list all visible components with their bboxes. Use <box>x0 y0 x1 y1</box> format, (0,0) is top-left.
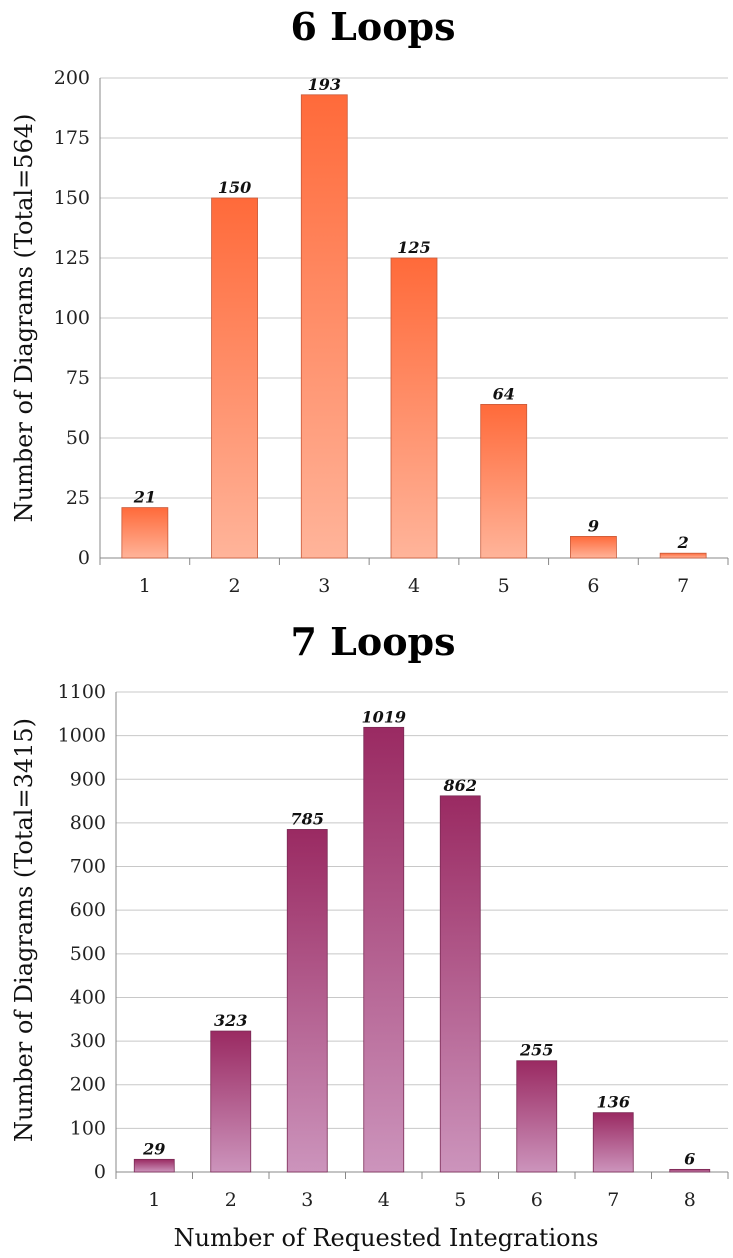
y-tick-label: 400 <box>70 986 106 1008</box>
bar <box>439 795 481 1173</box>
bar <box>592 1112 634 1173</box>
data-label: 862 <box>443 776 477 795</box>
bar <box>121 507 169 559</box>
bar <box>300 94 348 559</box>
y-tick-label: 175 <box>54 127 90 149</box>
chart-title: 6 Loops <box>290 4 455 49</box>
y-tick-label: 1000 <box>58 725 106 747</box>
y-tick-label: 50 <box>66 427 90 449</box>
data-label: 6 <box>684 1149 695 1168</box>
y-tick-label: 0 <box>94 1161 106 1183</box>
y-tick-label: 300 <box>70 1030 106 1052</box>
y-tick-label: 100 <box>70 1117 106 1139</box>
data-label: 193 <box>308 75 341 94</box>
x-tick-label: 7 <box>607 1189 619 1211</box>
data-label: 323 <box>214 1011 247 1030</box>
x-tick-label: 7 <box>677 575 689 597</box>
data-label: 1019 <box>361 707 406 726</box>
x-tick-label: 5 <box>498 575 510 597</box>
data-label: 64 <box>493 384 515 403</box>
data-label: 150 <box>218 178 251 197</box>
chart-7-loops: 7 Loops Number of Diagrams (Total=3415) … <box>10 619 729 1252</box>
x-tick-label: 1 <box>139 575 151 597</box>
y-tick-label: 1100 <box>58 681 106 703</box>
bar <box>211 197 258 559</box>
y-tick-label: 900 <box>70 768 106 790</box>
x-tick-label: 8 <box>684 1189 696 1211</box>
bar <box>669 1168 711 1173</box>
y-tick-label: 0 <box>78 547 90 569</box>
bar <box>390 257 438 559</box>
bar <box>133 1158 175 1173</box>
data-label: 125 <box>397 238 430 257</box>
data-label: 136 <box>597 1093 630 1112</box>
data-label: 21 <box>133 488 156 507</box>
chart-6-loops: 6 Loops Number of Diagrams (Total=564) 2… <box>10 4 729 597</box>
y-tick-label: 25 <box>66 487 90 509</box>
x-axis-label: Number of Requested Integrations <box>174 1224 599 1252</box>
data-label: 29 <box>142 1139 165 1158</box>
y-tick-label: 500 <box>70 943 106 965</box>
y-axis-label: Number of Diagrams (Total=3415) <box>10 718 38 1142</box>
y-tick-label: 125 <box>54 247 90 269</box>
x-tick-label: 3 <box>318 575 330 597</box>
data-label: 785 <box>291 809 324 828</box>
bar <box>363 726 405 1173</box>
bar <box>570 536 617 559</box>
x-tick-label: 2 <box>225 1189 237 1211</box>
x-tick-label: 4 <box>378 1189 390 1211</box>
x-tick-label: 1 <box>148 1189 160 1211</box>
x-tick-label: 5 <box>454 1189 466 1211</box>
chart-title: 7 Loops <box>290 619 455 664</box>
y-tick-label: 700 <box>70 856 106 878</box>
bar <box>516 1060 558 1173</box>
x-tick-label: 6 <box>587 575 599 597</box>
y-tick-label: 150 <box>54 187 90 209</box>
x-tick-label: 4 <box>408 575 420 597</box>
data-label: 2 <box>677 533 689 552</box>
bar <box>480 403 528 559</box>
y-tick-label: 600 <box>70 899 106 921</box>
bar <box>659 552 707 559</box>
y-tick-label: 75 <box>66 367 90 389</box>
x-tick-label: 6 <box>531 1189 543 1211</box>
x-tick-label: 2 <box>229 575 241 597</box>
bar <box>286 829 328 1173</box>
y-tick-label: 800 <box>70 812 106 834</box>
y-tick-label: 100 <box>54 307 90 329</box>
x-tick-label: 3 <box>301 1189 313 1211</box>
data-label: 255 <box>519 1041 553 1060</box>
bar <box>210 1030 252 1173</box>
y-tick-label: 200 <box>70 1074 106 1096</box>
data-label: 9 <box>588 516 599 535</box>
y-tick-label: 200 <box>54 67 90 89</box>
y-axis-label: Number of Diagrams (Total=564) <box>10 114 38 523</box>
